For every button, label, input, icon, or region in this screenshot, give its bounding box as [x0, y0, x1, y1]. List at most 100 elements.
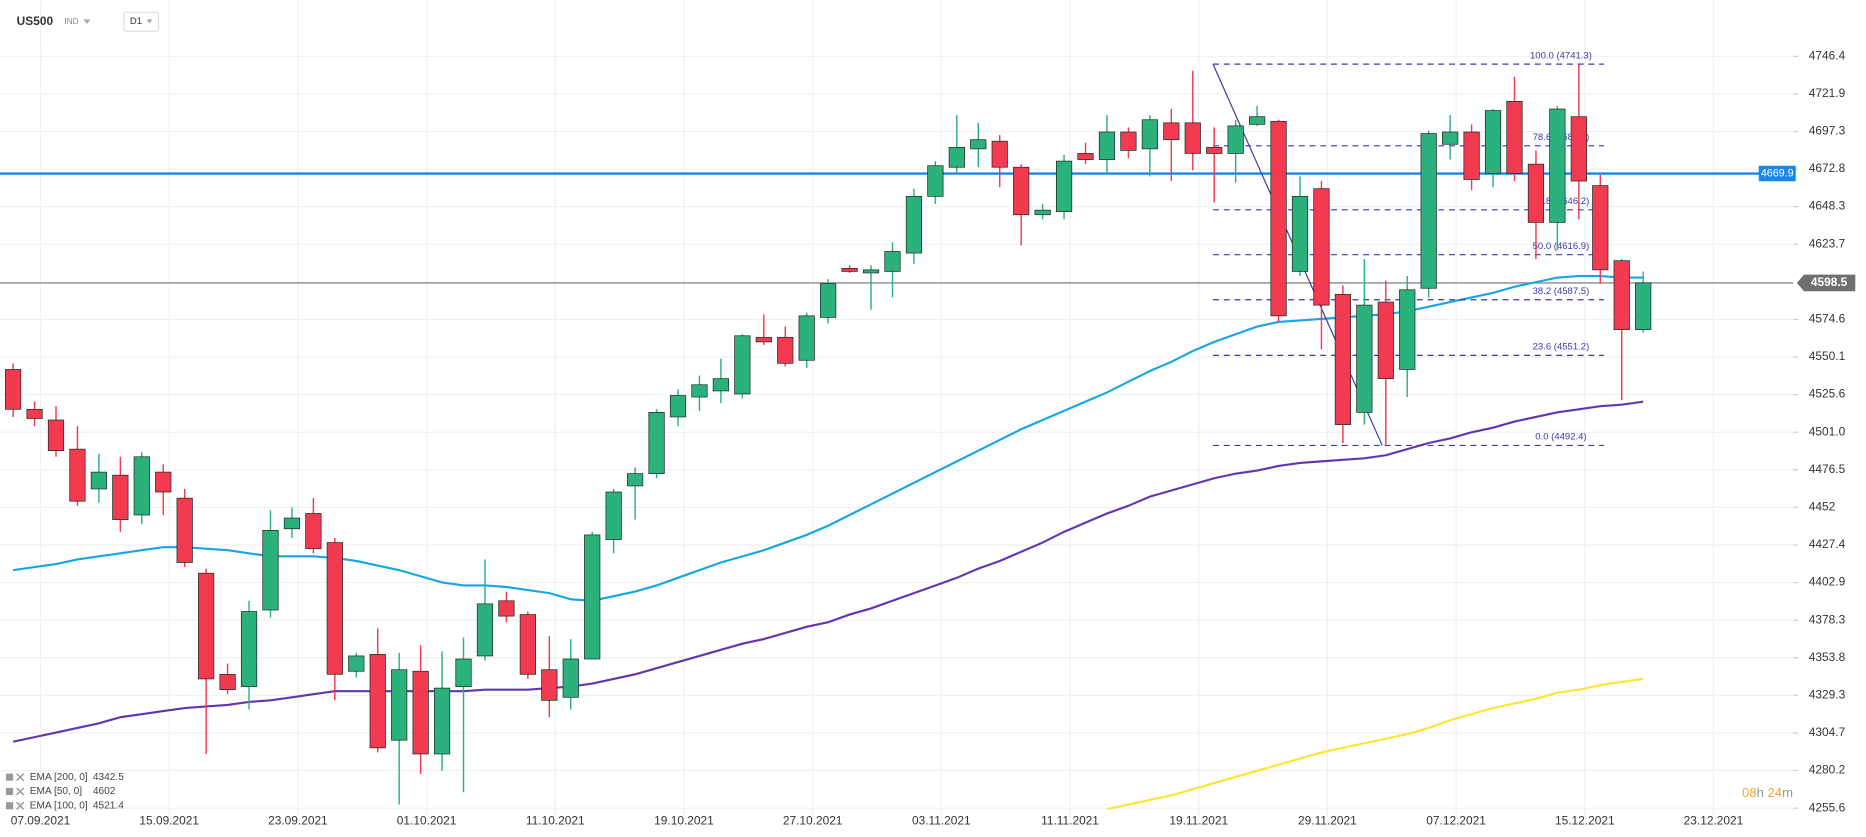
legend-icon[interactable] — [5, 787, 14, 796]
candle-body — [1013, 166, 1030, 216]
legend-remove[interactable] — [16, 787, 25, 796]
candle-body — [519, 614, 536, 675]
y-tick-label: 4648.3 — [1809, 199, 1846, 213]
candle-body — [1206, 146, 1223, 154]
candle-body — [1227, 125, 1244, 154]
candle-body — [1270, 120, 1287, 317]
legend-remove[interactable] — [16, 773, 25, 782]
fib-label: 0.0 (4492.4) — [1535, 432, 1586, 443]
candle-body — [1249, 116, 1266, 125]
candle-body — [820, 283, 837, 318]
candle-body — [112, 474, 129, 520]
candle-body — [712, 378, 730, 392]
candle-body — [1356, 304, 1373, 413]
minutes: 24 — [1768, 785, 1783, 800]
y-tick-label: 4427.4 — [1809, 537, 1846, 551]
candle-body — [777, 336, 794, 364]
grid — [0, 0, 1794, 817]
candle-body — [1034, 209, 1051, 216]
legend-label: EMA [200, 0] — [30, 772, 88, 783]
x-tick-label: 27.10.2021 — [783, 813, 843, 827]
x-tick-label: 15.12.2021 — [1555, 813, 1615, 827]
y-tick-label: 4304.7 — [1809, 725, 1846, 739]
candle-body — [1334, 294, 1352, 425]
fib-label: 100.0 (4741.3) — [1530, 50, 1592, 61]
plot-area: 100.0 (4741.3)78.6 (4688.0)61.8 (4646.2)… — [0, 50, 1794, 811]
candle-body — [26, 408, 43, 419]
candle-body — [1077, 153, 1094, 160]
candle-body — [240, 611, 258, 687]
legend-label: EMA [50, 0] — [30, 786, 82, 797]
candle-body — [1163, 122, 1180, 141]
y-tick-label: 4672.8 — [1809, 161, 1846, 175]
candle-body — [47, 419, 65, 452]
interval-box[interactable] — [123, 11, 160, 32]
x-tick-label: 07.09.2021 — [11, 813, 71, 827]
x-tick-label: 29.11.2021 — [1298, 813, 1357, 827]
candle-body — [1463, 131, 1480, 180]
dropdown-icon[interactable] — [146, 19, 153, 24]
candle-body — [1120, 131, 1137, 151]
price-label: 4598.5 — [1811, 275, 1848, 289]
candle-body — [433, 687, 451, 755]
header: US500 IND D1 — [17, 11, 160, 32]
x-tick-label: 23.12.2021 — [1684, 813, 1744, 827]
candle-body — [991, 140, 1008, 168]
candle-body — [69, 448, 86, 502]
x-tick-label: 15.09.2021 — [139, 813, 199, 827]
candle-body — [1291, 195, 1309, 272]
y-tick-label: 4525.6 — [1809, 387, 1846, 401]
candle-body — [562, 658, 579, 698]
x-tick-label: 23.09.2021 — [268, 813, 328, 827]
legend-value: 4342.5 — [93, 772, 124, 783]
dropdown-icon[interactable] — [83, 19, 91, 25]
candle-body — [219, 673, 236, 690]
y-tick-label: 4476.5 — [1809, 462, 1846, 476]
fib-label: 23.6 (4551.2) — [1533, 342, 1590, 353]
y-tick-label: 4452 — [1809, 499, 1836, 513]
legend-icon[interactable] — [5, 802, 14, 810]
candle-body — [948, 146, 965, 168]
candle-body — [155, 471, 172, 493]
x-tick-label: 19.10.2021 — [654, 813, 714, 827]
y-tick-label: 4550.1 — [1809, 349, 1846, 363]
symbol: US500 — [17, 14, 54, 28]
candle-body — [455, 658, 472, 687]
candle-body — [669, 395, 687, 418]
price-label-box — [1796, 274, 1856, 292]
x-tick-label: 03.11.2021 — [912, 813, 971, 827]
legend-icon[interactable] — [5, 773, 14, 781]
axes: 4746.4 4721.9 4697.3 4672.8 4648.3 4623.7 4574… — [11, 48, 1856, 827]
candle-body — [905, 195, 923, 254]
fib-label: 38.2 (4587.5) — [1533, 286, 1590, 297]
x-tick-label: 11.11.2021 — [1041, 813, 1099, 827]
candle-body — [755, 336, 772, 343]
y-tick-label: 4697.3 — [1809, 124, 1846, 138]
candle-countdown: 08h 24m — [1742, 785, 1793, 800]
candle-body — [1098, 131, 1116, 160]
candle-body — [369, 654, 386, 749]
y-tick-label: 4402.9 — [1809, 575, 1846, 589]
candle-body — [798, 315, 815, 361]
candle-body — [1377, 301, 1394, 380]
candle-body — [927, 165, 944, 197]
hours-unit: h — [1757, 785, 1764, 800]
candle-body — [841, 267, 858, 272]
candle-body — [1420, 133, 1437, 289]
candle-body — [391, 669, 408, 741]
fib-label: 50.0 (4616.9) — [1533, 241, 1590, 252]
minutes-unit: m — [1782, 785, 1793, 800]
candle-body — [1635, 282, 1652, 330]
price-label-box — [1758, 165, 1796, 182]
candle-body — [862, 269, 880, 274]
candle-body — [1527, 163, 1545, 223]
legend-label: EMA [100, 0] — [30, 800, 88, 811]
interval[interactable]: D1 — [130, 16, 142, 27]
y-tick-label: 4329.3 — [1809, 687, 1846, 701]
legend-remove[interactable] — [16, 801, 25, 810]
candle-body — [283, 517, 301, 530]
y-tick-label: 4623.7 — [1809, 236, 1846, 250]
ema-line — [12, 274, 1644, 602]
candle-body — [305, 513, 322, 550]
